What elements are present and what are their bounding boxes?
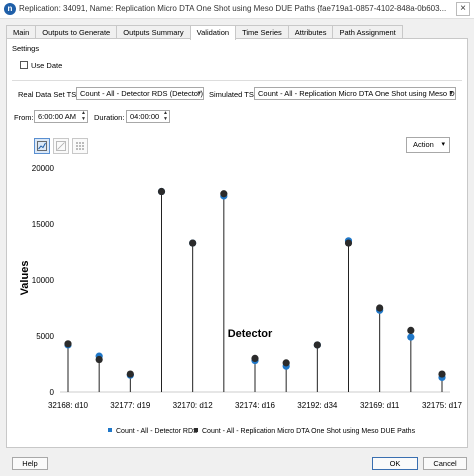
tab-main[interactable]: Main <box>6 25 37 39</box>
line-chart-view-button[interactable] <box>34 138 50 154</box>
simulated-ts-value: Count - All - Replication Micro DTA One … <box>258 89 456 98</box>
simulated-data-point[interactable] <box>344 239 353 247</box>
y-tick-label: 15000 <box>32 220 55 229</box>
app-logo-icon: n <box>4 3 16 15</box>
tab-outputs-to-generate[interactable]: Outputs to Generate <box>35 25 118 39</box>
spin-arrows-icon[interactable]: ▲ ▼ <box>81 110 86 122</box>
duration-value: 04:00:00 <box>130 112 160 121</box>
simulated-data-point[interactable] <box>95 355 103 364</box>
legend-label: Count - All - Replication Micro DTA One … <box>202 428 416 435</box>
legend-swatch <box>194 428 198 432</box>
simulated-ts-label: Simulated TS: <box>209 90 256 99</box>
simulated-data-point[interactable] <box>376 304 384 312</box>
x-tick-label: 32192: d34 <box>297 401 338 410</box>
y-tick-label: 20000 <box>32 164 55 173</box>
real-data-set-value: Count - All - Detector RDS (Detector) <box>80 89 203 98</box>
scatter-chart-view-button[interactable] <box>53 138 69 154</box>
x-tick-label: 32174: d16 <box>235 401 276 410</box>
action-label: Action <box>413 140 434 149</box>
legend-label: Count - All - Detector RDS <box>116 428 198 435</box>
y-tick-label: 5000 <box>36 332 54 341</box>
y-tick-label: 0 <box>50 388 55 397</box>
y-tick-label: 10000 <box>32 276 55 285</box>
divider <box>12 80 462 81</box>
simulated-data-point[interactable] <box>220 190 228 198</box>
simulated-data-point[interactable] <box>438 370 446 378</box>
spin-arrows-icon[interactable]: ▲ ▼ <box>163 110 168 122</box>
chevron-down-icon: ▾ <box>449 90 453 97</box>
title-bar: n Replication: 34091, Name: Replication … <box>0 0 474 19</box>
settings-group-label: Settings <box>12 44 40 53</box>
x-tick-label: 32170: d12 <box>173 401 214 410</box>
x-tick-label: 32169: d11 <box>360 401 400 410</box>
x-tick-label: 32175: d17 <box>422 401 462 410</box>
tab-time-series[interactable]: Time Series <box>235 25 289 39</box>
table-view-button[interactable] <box>72 138 88 154</box>
simulated-data-point[interactable] <box>189 239 197 247</box>
validation-chart: 0 5000 10000 15000 20000 32168: d10 32177: d1… <box>19 164 462 435</box>
duration-label: Duration: <box>94 113 125 122</box>
cancel-button[interactable]: Cancel <box>423 457 467 470</box>
line-chart-icon <box>37 141 47 151</box>
tab-path-assignment[interactable]: Path Assignment <box>332 25 403 39</box>
x-tick-label: 32177: d19 <box>110 401 151 410</box>
simulated-data-point[interactable] <box>157 187 166 196</box>
simulated-data-point[interactable] <box>407 326 415 334</box>
action-dropdown-button[interactable]: Action ▾ <box>406 137 450 153</box>
use-date-label: Use Date <box>31 61 63 70</box>
scatter-chart-icon <box>56 141 66 151</box>
tab-outputs-summary[interactable]: Outputs Summary <box>116 25 191 39</box>
ok-button[interactable]: OK <box>372 457 418 470</box>
simulated-data-point[interactable] <box>251 354 259 362</box>
tab-bar: Main Outputs to Generate Outputs Summary… <box>6 25 403 40</box>
real-data-set-label: Real Data Set TS: <box>18 90 79 99</box>
duration-input[interactable]: 04:00:00 ▲ ▼ <box>126 110 170 123</box>
y-axis-label: Values <box>19 261 31 296</box>
caret-down-icon: ▾ <box>441 141 445 148</box>
close-icon[interactable]: × <box>456 2 470 16</box>
tab-validation[interactable]: Validation <box>189 25 237 40</box>
legend-swatch <box>108 428 112 432</box>
from-time-value: 6:00:00 AM <box>38 112 76 121</box>
simulated-data-point[interactable] <box>313 341 321 349</box>
from-time-input[interactable]: 6:00:00 AM ▲ ▼ <box>34 110 88 123</box>
simulated-data-point[interactable] <box>282 359 290 367</box>
real-data-set-select[interactable]: Count - All - Detector RDS (Detector) ▾ <box>76 87 204 100</box>
x-axis-label: Detector <box>228 328 273 340</box>
grid-table-icon <box>76 142 84 150</box>
window-title: Replication: 34091, Name: Replication Mi… <box>19 4 447 13</box>
simulated-data-point[interactable] <box>64 340 72 348</box>
from-label: From: <box>14 113 34 122</box>
chevron-down-icon: ▾ <box>197 90 201 97</box>
simulated-data-point[interactable] <box>126 370 134 378</box>
simulated-ts-select[interactable]: Count - All - Replication Micro DTA One … <box>254 87 456 100</box>
help-button[interactable]: Help <box>12 457 48 470</box>
x-tick-label: 32168: d10 <box>48 401 89 410</box>
real-data-point[interactable] <box>407 333 415 341</box>
use-date-checkbox[interactable] <box>20 61 28 69</box>
validation-panel <box>6 38 468 448</box>
tab-attributes[interactable]: Attributes <box>287 25 334 39</box>
